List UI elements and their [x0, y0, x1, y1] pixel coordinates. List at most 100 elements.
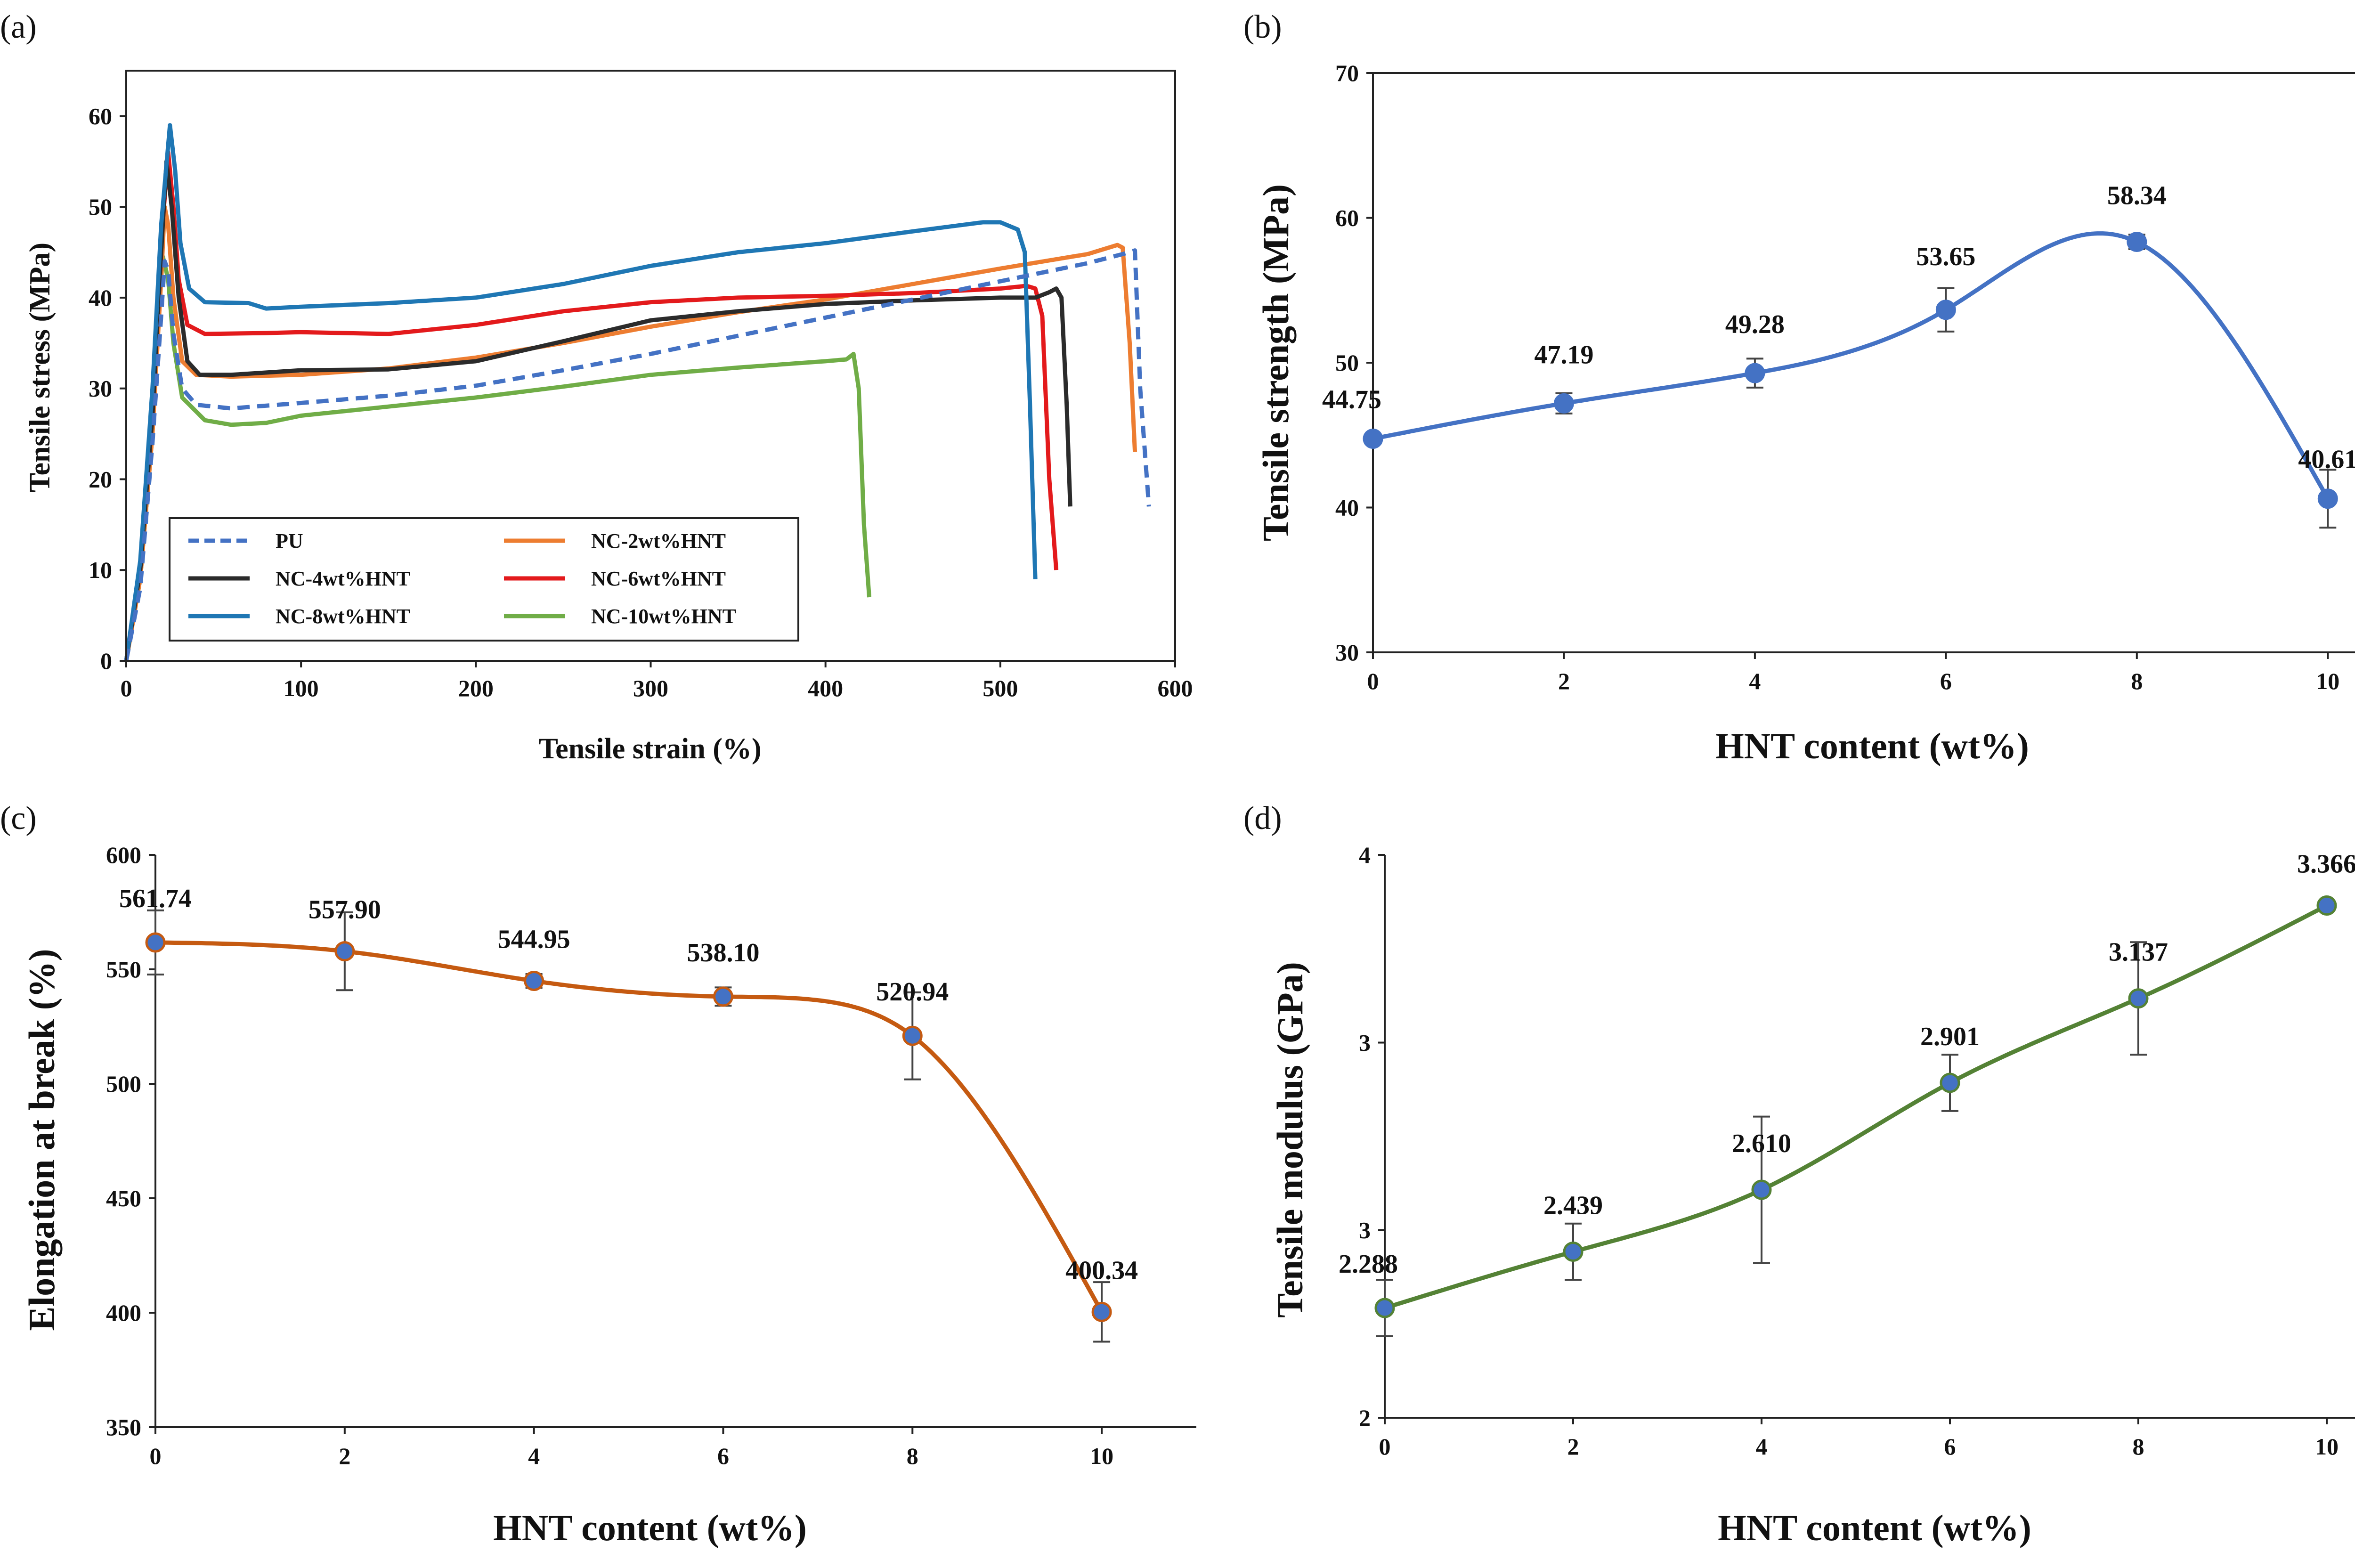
- panel-c-tag: (c): [0, 800, 37, 837]
- y-tick-label: 550: [106, 956, 141, 983]
- data-point: [1751, 1179, 1772, 1200]
- y-tick-label: 3: [1359, 1030, 1371, 1056]
- y-axis-title: Elongation at break (%): [21, 949, 62, 1331]
- panel-d-tensile-modulus: (d) 0 2 4 6 8 1023342.2882.4392.6102.9013.137…: [1243, 800, 2355, 1548]
- data-label: 538.10: [687, 938, 759, 967]
- data-label: 2.610: [1732, 1129, 1791, 1158]
- y-tick-label: 50: [1335, 349, 1359, 376]
- x-tick-label: 0: [150, 1443, 162, 1469]
- legend-label: NC-6wt%HNT: [591, 567, 726, 590]
- x-tick-label: 4: [528, 1443, 540, 1469]
- y-tick-label: 70: [1335, 60, 1359, 86]
- panel-b-tensile-strength: (b) 0 2 4 6 8 10 30 40 50 60 70 44.75 47.19 49.28 53.6…: [1243, 9, 2355, 766]
- x-tick-label: 6: [1944, 1433, 1956, 1460]
- data-point: [902, 1025, 923, 1046]
- y-tick-label: 4: [1359, 842, 1371, 868]
- data-point: [1745, 363, 1765, 383]
- x-tick-label: 0: [121, 675, 132, 701]
- data-point: [1553, 393, 1574, 414]
- y-tick-label: 20: [89, 466, 112, 492]
- y-tick-label: 30: [1335, 639, 1359, 666]
- x-tick-label: 500: [983, 675, 1018, 701]
- legend-label: NC-8wt%HNT: [276, 605, 410, 628]
- legend-label: NC-10wt%HNT: [591, 605, 736, 628]
- x-axis-title: HNT content (wt%): [493, 1507, 807, 1548]
- x-tick-label: 2: [1567, 1433, 1579, 1460]
- panel-d-tag: (d): [1243, 800, 1282, 837]
- x-tick-label: 8: [2133, 1433, 2144, 1460]
- y-axis-title: Tensile modulus (GPa): [1269, 962, 1310, 1318]
- x-tick-label: 10: [1090, 1443, 1113, 1469]
- x-tick-label: 6: [717, 1443, 729, 1469]
- x-tick-label: 6: [1940, 668, 1952, 694]
- data-point: [713, 986, 733, 1007]
- y-axis-title: Tensile stress (MPa): [24, 243, 56, 492]
- y-tick-label: 2: [1359, 1405, 1371, 1431]
- x-tick-label: 4: [1756, 1433, 1768, 1460]
- data-point: [1935, 300, 1956, 320]
- x-tick-label: 2: [339, 1443, 350, 1469]
- x-tick-label: 4: [1749, 668, 1761, 694]
- data-label: 544.95: [498, 925, 570, 954]
- y-axis-title: Tensile strength (MPa): [1255, 184, 1296, 541]
- legend-label: NC-2wt%HNT: [591, 529, 726, 552]
- y-tick-label: 350: [106, 1414, 141, 1440]
- data-point: [524, 971, 544, 991]
- y-tick-label: 50: [89, 194, 112, 220]
- data-point: [1940, 1072, 1960, 1093]
- data-label: 561.74: [119, 884, 192, 913]
- panel-a-tag: (a): [0, 9, 37, 45]
- legend-label: NC-4wt%HNT: [276, 567, 410, 590]
- data-point: [2316, 895, 2337, 916]
- y-tick-label: 40: [1335, 495, 1359, 521]
- y-tick-label: 40: [89, 284, 112, 311]
- y-tick-label: 30: [89, 375, 112, 402]
- series-line-NC-8wt%HNT: [124, 123, 1038, 661]
- data-point: [1091, 1301, 1112, 1322]
- data-label: 40.61: [2298, 445, 2355, 474]
- x-axis-title: HNT content (wt%): [1715, 725, 2029, 766]
- legend-box: [169, 517, 799, 642]
- y-tick-label: 60: [1335, 205, 1359, 231]
- data-label: 520.94: [876, 977, 949, 1007]
- panel-c-elongation: (c) 0 2 4 6 8 10 350 400 450 500 550 600 561.74 557.9…: [0, 800, 1196, 1548]
- y-tick-label: 0: [100, 648, 112, 674]
- legend: PU NC-2wt%HNT NC-4wt%HNT NC-6wt%HNT NC-8wt%H…: [169, 517, 799, 642]
- data-label: 400.34: [1065, 1256, 1138, 1285]
- x-tick-label: 0: [1367, 668, 1379, 694]
- data-label: 2.901: [1920, 1022, 1980, 1051]
- data-label: 2.288: [1339, 1250, 1398, 1279]
- x-tick-label: 10: [2316, 668, 2339, 694]
- data-label: 557.90: [309, 895, 381, 925]
- data-point: [1563, 1241, 1584, 1262]
- y-tick-label: 600: [106, 842, 141, 868]
- panel-a-stress-strain: (a) 0 100 200 300 400 500 600 0 10 20 30 40 50 60 PU N…: [0, 9, 1193, 765]
- data-point: [2317, 488, 2338, 509]
- x-tick-label: 8: [2131, 668, 2143, 694]
- data-point: [2127, 232, 2147, 252]
- x-tick-label: 600: [1158, 675, 1193, 701]
- y-tick-label: 400: [106, 1300, 141, 1326]
- data-label: 44.75: [1322, 385, 1381, 414]
- data-label: 49.28: [1725, 310, 1785, 339]
- x-tick-label: 100: [284, 675, 319, 701]
- data-label: 2.439: [1543, 1191, 1603, 1220]
- data-point: [334, 941, 355, 962]
- data-point: [1374, 1298, 1395, 1318]
- data-label: 3.366: [2297, 850, 2355, 879]
- x-axis-title: HNT content (wt%): [1718, 1507, 2031, 1548]
- x-tick-label: 8: [907, 1443, 918, 1469]
- x-tick-label: 200: [458, 675, 494, 701]
- series-line: [1384, 903, 2328, 1310]
- y-tick-label: 500: [106, 1071, 141, 1097]
- data-label: 53.65: [1916, 242, 1975, 271]
- x-tick-label: 2: [1558, 668, 1570, 694]
- data-label: 47.19: [1534, 340, 1593, 369]
- y-tick-label: 10: [89, 557, 112, 583]
- x-axis-title: Tensile strain (%): [538, 733, 761, 765]
- x-tick-label: 10: [2315, 1433, 2339, 1460]
- panel-b-tag: (b): [1243, 9, 1282, 45]
- legend-label: PU: [276, 529, 303, 552]
- y-tick-label: 60: [89, 103, 112, 129]
